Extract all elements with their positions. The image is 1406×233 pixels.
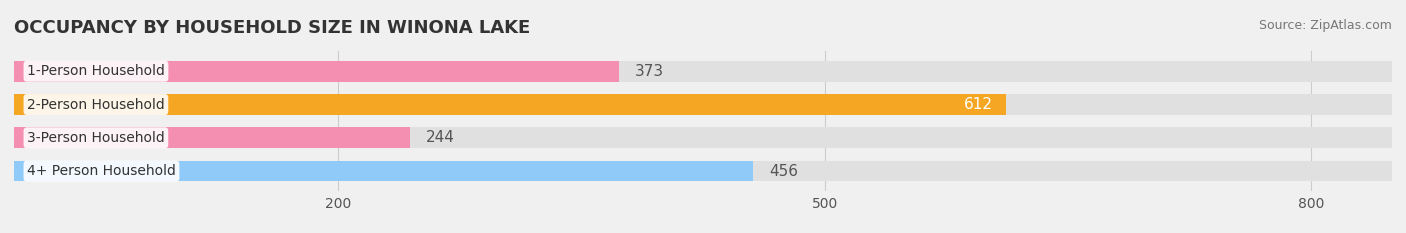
Text: 244: 244: [426, 130, 454, 145]
Bar: [14, 161, 754, 182]
Text: 1-Person Household: 1-Person Household: [27, 64, 165, 78]
Bar: [14, 94, 1007, 115]
Bar: [14, 161, 1392, 182]
Bar: [14, 61, 1392, 82]
Text: OCCUPANCY BY HOUSEHOLD SIZE IN WINONA LAKE: OCCUPANCY BY HOUSEHOLD SIZE IN WINONA LA…: [14, 19, 530, 37]
Bar: [14, 94, 1392, 115]
Bar: [14, 127, 1392, 148]
Text: Source: ZipAtlas.com: Source: ZipAtlas.com: [1258, 19, 1392, 32]
Text: 2-Person Household: 2-Person Household: [27, 98, 165, 112]
Text: 456: 456: [769, 164, 799, 178]
Bar: [14, 127, 409, 148]
Bar: [14, 61, 619, 82]
Text: 612: 612: [965, 97, 993, 112]
Text: 373: 373: [636, 64, 664, 79]
Text: 4+ Person Household: 4+ Person Household: [27, 164, 176, 178]
Text: 3-Person Household: 3-Person Household: [27, 131, 165, 145]
